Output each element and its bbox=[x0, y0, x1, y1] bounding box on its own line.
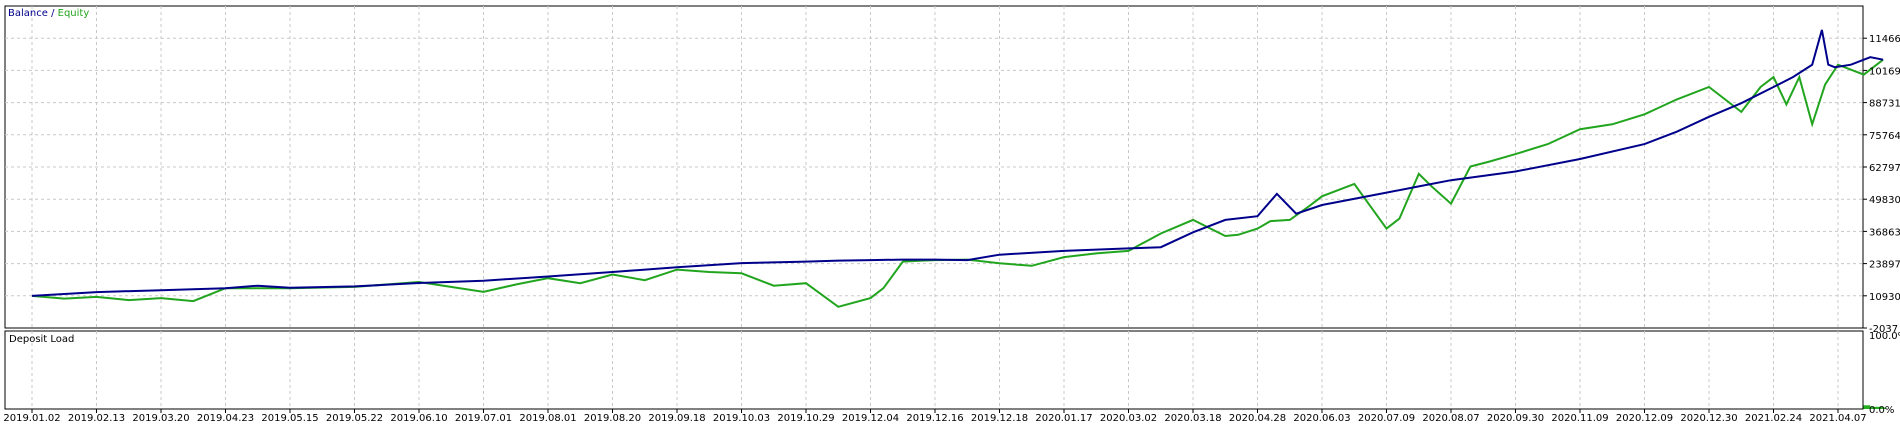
equity-line bbox=[31, 58, 1884, 308]
x-tick-label: 2020.07.09 bbox=[1358, 413, 1415, 423]
y-tick-label: 88731 bbox=[1869, 99, 1900, 110]
deposit-load-frame bbox=[4, 330, 1864, 410]
y-tick-label: 10930 bbox=[1869, 292, 1900, 303]
x-tick-label: 2020.06.03 bbox=[1293, 413, 1350, 423]
x-tick-label: 2020.08.07 bbox=[1422, 413, 1479, 423]
chart-legend: Balance / Equity bbox=[8, 8, 89, 19]
x-tick-label: 2019.02.13 bbox=[68, 413, 125, 423]
deposit-load-grid bbox=[31, 331, 1839, 409]
x-tick-label: 2019.03.20 bbox=[132, 413, 189, 423]
y-axis: -2037 10930 23897 36863 49830 62797 75764 88731… bbox=[1863, 34, 1900, 335]
legend-separator: / bbox=[48, 8, 58, 19]
x-tick-label: 2021.02.24 bbox=[1745, 413, 1802, 423]
balance-line bbox=[31, 29, 1884, 297]
x-tick-label: 2020.12.09 bbox=[1616, 413, 1673, 423]
y-tick-label: 75764 bbox=[1869, 131, 1900, 142]
main-series bbox=[31, 29, 1884, 308]
x-tick-label: 2019.08.01 bbox=[519, 413, 576, 423]
legend-equity: Equity bbox=[58, 8, 90, 19]
legend-balance: Balance bbox=[8, 8, 48, 19]
deposit-load-title: Deposit Load bbox=[9, 334, 74, 345]
x-tick-label: 2019.05.22 bbox=[326, 413, 383, 423]
y-tick-label: -2037 bbox=[1869, 324, 1898, 335]
x-tick-label: 2019.05.15 bbox=[261, 413, 318, 423]
y-tick-label: 62797 bbox=[1869, 163, 1900, 174]
x-tick-label: 2019.09.18 bbox=[648, 413, 705, 423]
x-tick-label: 2019.10.03 bbox=[713, 413, 770, 423]
y-tick-label: 114665 bbox=[1869, 34, 1900, 45]
y-tick-label: 36863 bbox=[1869, 227, 1900, 238]
main-grid bbox=[5, 6, 1863, 328]
x-tick-label: 2020.01.17 bbox=[1035, 413, 1092, 423]
deposit-load-bar bbox=[1883, 407, 1887, 409]
x-tick-label: 2019.08.20 bbox=[584, 413, 641, 423]
y-tick-label: 49830 bbox=[1869, 195, 1900, 206]
x-tick-label: 2021.04.07 bbox=[1809, 413, 1866, 423]
deposit-load-max-label: 100.0% bbox=[1869, 331, 1900, 342]
deposit-load-min-label: 0.0% bbox=[1869, 405, 1894, 416]
x-tick-label: 2019.04.23 bbox=[197, 413, 254, 423]
x-axis: 2019.01.02 2019.02.13 2019.03.20 2019.04.23… bbox=[3, 409, 1867, 424]
x-tick-label: 2019.12.18 bbox=[971, 413, 1028, 423]
y-tick-label: 101698 bbox=[1869, 66, 1900, 77]
y-tick-label: 23897 bbox=[1869, 260, 1900, 271]
x-tick-label: 2019.06.10 bbox=[390, 413, 447, 423]
x-tick-label: 2019.12.16 bbox=[906, 413, 963, 423]
x-tick-label: 2020.03.02 bbox=[1100, 413, 1157, 423]
x-tick-label: 2019.01.02 bbox=[3, 413, 60, 423]
x-tick-label: 2019.07.01 bbox=[455, 413, 512, 423]
x-tick-label: 2020.11.09 bbox=[1551, 413, 1608, 423]
x-tick-label: 2020.04.28 bbox=[1229, 413, 1286, 423]
x-tick-label: 2020.12.30 bbox=[1680, 413, 1737, 423]
x-tick-label: 2019.12.04 bbox=[842, 413, 899, 423]
x-tick-label: 2020.03.18 bbox=[1164, 413, 1221, 423]
x-tick-label: 2019.10.29 bbox=[777, 413, 834, 423]
x-tick-label: 2020.09.30 bbox=[1487, 413, 1544, 423]
deposit-load-bar bbox=[1870, 406, 1884, 409]
